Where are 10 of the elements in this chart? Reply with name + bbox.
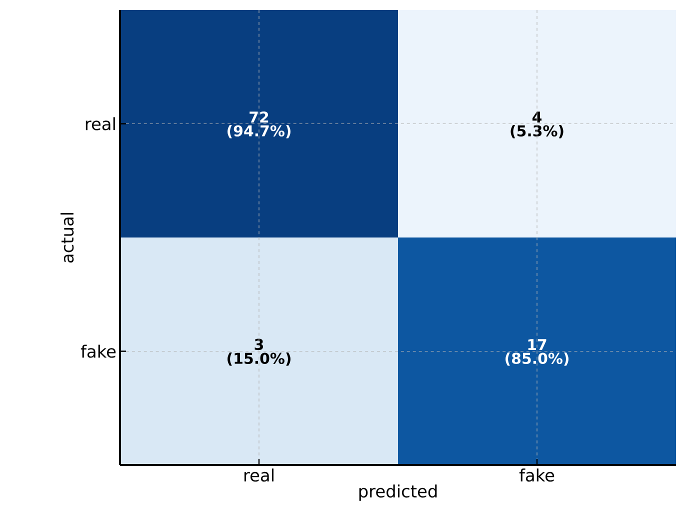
- x-axis-title: predicted: [359, 484, 437, 501]
- data-label: 4: [532, 112, 542, 123]
- y-axis-title: actual: [60, 212, 74, 263]
- annotation: (15.0%): [228, 352, 290, 366]
- annotation: (94.7%): [228, 124, 290, 138]
- data-label: 72: [250, 111, 268, 123]
- data-label: 17: [528, 339, 546, 350]
- annotation: (5.3%): [510, 124, 564, 138]
- data-label: 3: [254, 338, 264, 350]
- annotation: (85.0%): [506, 352, 568, 366]
